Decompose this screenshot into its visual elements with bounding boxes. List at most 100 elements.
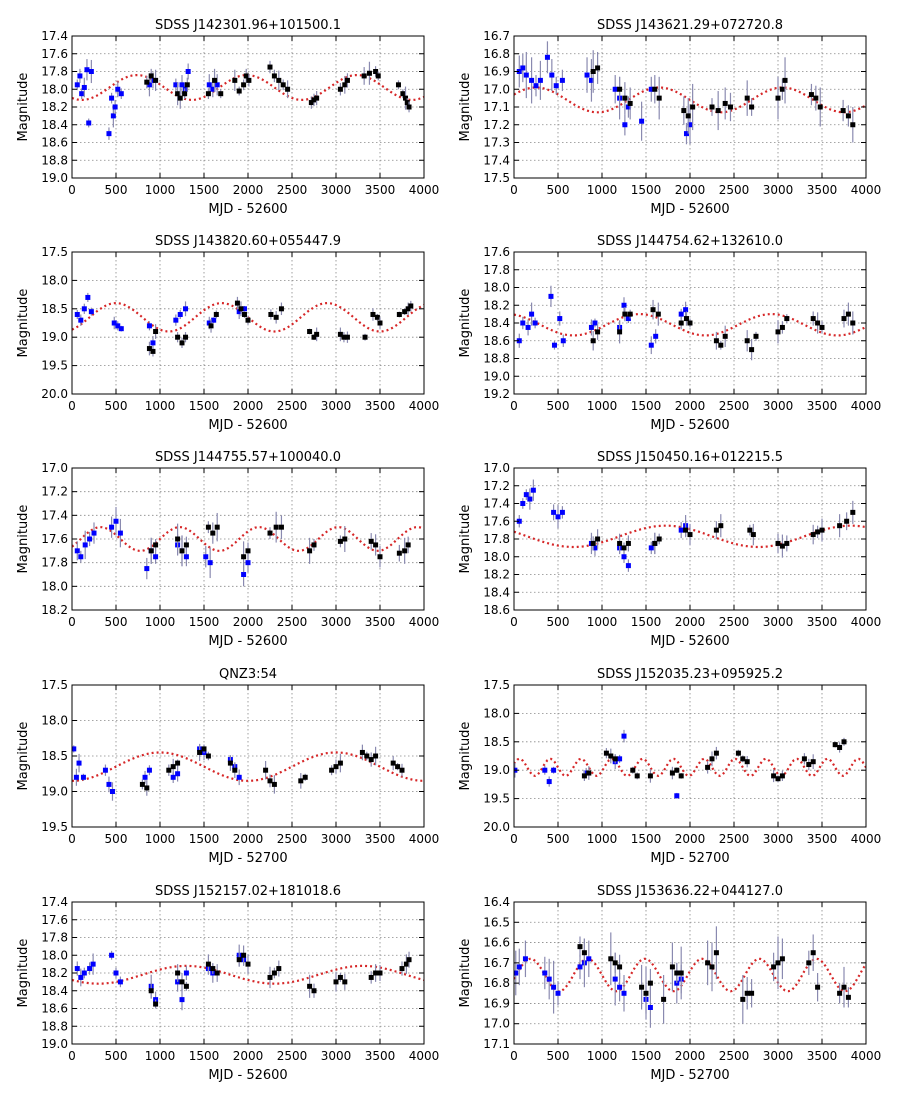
blue-data-point bbox=[88, 69, 94, 74]
black-data-point bbox=[612, 960, 618, 966]
black-data-point bbox=[342, 82, 348, 88]
black-data-point bbox=[627, 311, 633, 317]
blue-data-point bbox=[73, 774, 79, 780]
black-data-point bbox=[405, 306, 411, 312]
blue-data-point bbox=[617, 756, 623, 762]
black-data-point bbox=[307, 329, 313, 335]
y-tick-label: 16.9 bbox=[483, 996, 510, 1010]
blue-data-point bbox=[146, 767, 152, 773]
x-tick-label: 1000 bbox=[145, 1049, 176, 1063]
black-data-point bbox=[208, 323, 214, 329]
blue-data-point bbox=[639, 118, 645, 124]
black-data-point bbox=[183, 334, 189, 340]
x-tick-label: 0 bbox=[510, 832, 518, 846]
black-data-point bbox=[656, 536, 662, 542]
black-data-point bbox=[581, 950, 587, 956]
black-data-point bbox=[683, 316, 689, 322]
x-tick-label: 1000 bbox=[587, 1049, 618, 1063]
y-tick-label: 17.1 bbox=[483, 100, 510, 114]
x-tick-label: 0 bbox=[510, 1049, 518, 1063]
y-tick-label: 19.0 bbox=[41, 330, 68, 344]
x-tick-label: 2500 bbox=[277, 183, 308, 197]
black-data-point bbox=[652, 540, 658, 546]
black-data-point bbox=[750, 532, 756, 538]
x-tick-label: 4000 bbox=[409, 832, 440, 846]
x-tick-label: 1000 bbox=[587, 832, 618, 846]
blue-data-point bbox=[153, 554, 159, 560]
black-data-point bbox=[815, 984, 821, 990]
blue-data-point bbox=[77, 73, 83, 79]
blue-data-point bbox=[185, 69, 191, 74]
blue-data-point bbox=[115, 86, 121, 92]
black-data-point bbox=[311, 334, 317, 340]
blue-data-point bbox=[173, 317, 179, 323]
x-axis-label: MJD - 52600 bbox=[208, 1068, 287, 1083]
black-data-point bbox=[590, 338, 596, 344]
blue-data-point bbox=[85, 294, 91, 300]
blue-data-point bbox=[78, 554, 84, 560]
y-tick-label: 18.4 bbox=[483, 316, 510, 330]
chart-panel-7: 0 500 1000 1500 2000 2500 3000 3500 4000 17.5 18.0… bbox=[16, 667, 439, 866]
black-data-point bbox=[307, 548, 313, 554]
blue-data-point bbox=[542, 767, 548, 773]
black-data-point bbox=[238, 306, 244, 312]
black-data-point bbox=[643, 990, 649, 996]
black-data-point bbox=[183, 983, 189, 989]
black-data-point bbox=[678, 970, 684, 976]
chart-panel-5: 0 500 1000 1500 2000 2500 3000 3500 4000 17.0 17.2… bbox=[16, 450, 439, 649]
x-axis-label: MJD - 52600 bbox=[650, 634, 729, 649]
blue-data-point bbox=[529, 77, 535, 83]
black-data-point bbox=[146, 346, 152, 352]
blue-data-point bbox=[546, 976, 552, 982]
blue-data-point bbox=[548, 293, 554, 299]
black-data-point bbox=[333, 764, 339, 770]
y-tick-label: 18.5 bbox=[483, 735, 510, 749]
x-tick-label: 2500 bbox=[277, 399, 308, 413]
x-axis-label: MJD - 52600 bbox=[650, 418, 729, 433]
blue-data-point bbox=[621, 302, 627, 308]
blue-data-point bbox=[146, 82, 152, 88]
y-tick-label: 18.0 bbox=[41, 714, 68, 728]
x-tick-label: 500 bbox=[105, 399, 128, 413]
x-axis-label: MJD - 52600 bbox=[208, 418, 287, 433]
black-data-point bbox=[276, 77, 282, 83]
black-data-point bbox=[373, 970, 379, 976]
x-tick-label: 3500 bbox=[365, 832, 396, 846]
blue-data-point bbox=[529, 311, 535, 317]
black-data-point bbox=[205, 961, 211, 967]
black-data-point bbox=[241, 952, 247, 958]
y-tick-label: 17.6 bbox=[41, 532, 68, 546]
black-data-point bbox=[779, 86, 785, 92]
x-tick-label: 1500 bbox=[189, 615, 220, 629]
blue-data-point bbox=[142, 774, 148, 780]
black-data-point bbox=[150, 348, 156, 354]
x-tick-label: 1000 bbox=[145, 615, 176, 629]
x-axis-label: MJD - 52700 bbox=[650, 851, 729, 866]
black-data-point bbox=[782, 77, 788, 83]
y-tick-label: 18.6 bbox=[483, 334, 510, 348]
black-data-point bbox=[148, 73, 154, 79]
black-data-point bbox=[271, 73, 277, 79]
black-data-point bbox=[177, 95, 183, 101]
blue-data-point bbox=[625, 104, 631, 110]
black-data-point bbox=[709, 756, 715, 762]
y-tick-label: 18.8 bbox=[483, 352, 510, 366]
black-data-point bbox=[175, 536, 181, 542]
black-data-point bbox=[845, 311, 851, 317]
x-tick-label: 4000 bbox=[851, 615, 882, 629]
y-tick-label: 17.8 bbox=[41, 65, 68, 79]
blue-data-point bbox=[177, 311, 183, 317]
blue-data-point bbox=[516, 338, 522, 344]
black-data-point bbox=[278, 524, 284, 530]
black-data-point bbox=[311, 97, 317, 103]
blue-data-point bbox=[74, 82, 80, 88]
black-data-point bbox=[810, 950, 816, 956]
blue-data-point bbox=[241, 306, 247, 312]
black-data-point bbox=[705, 764, 711, 770]
x-tick-label: 2000 bbox=[233, 832, 264, 846]
blue-data-point bbox=[86, 120, 92, 126]
black-data-point bbox=[205, 524, 211, 530]
black-data-point bbox=[634, 773, 640, 779]
x-tick-label: 2500 bbox=[719, 399, 750, 413]
black-data-point bbox=[241, 311, 247, 317]
